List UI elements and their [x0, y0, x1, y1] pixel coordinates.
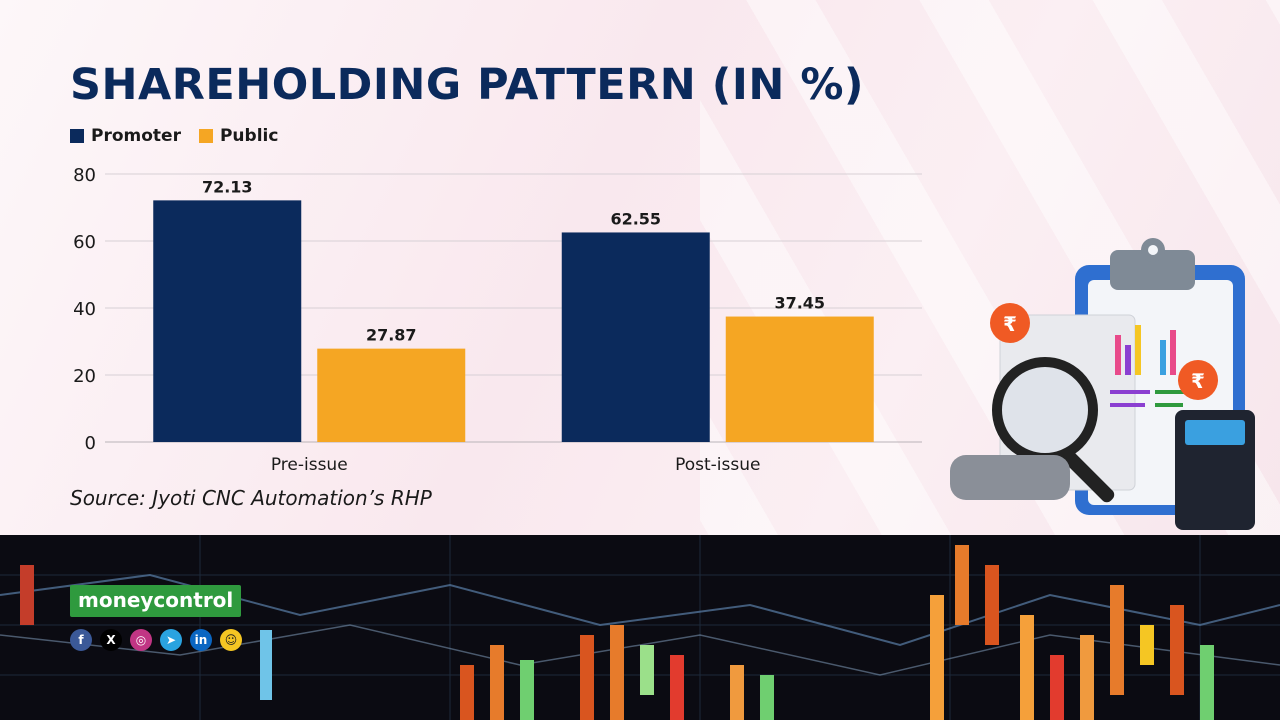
x-icon[interactable]: X [100, 629, 122, 651]
y-tick-label: 0 [85, 433, 96, 454]
data-label: 37.45 [774, 294, 825, 313]
y-tick-label: 40 [73, 299, 96, 320]
snapchat-icon[interactable]: ☺ [220, 629, 242, 651]
svg-text:₹: ₹ [1191, 369, 1205, 393]
y-tick-label: 60 [73, 232, 96, 253]
legend-item-public: Public [198, 126, 279, 146]
facebook-icon[interactable]: f [70, 629, 92, 651]
market-background [0, 535, 1280, 720]
linkedin-icon[interactable]: in [190, 629, 212, 651]
data-label: 27.87 [366, 326, 417, 345]
candlestick-background-icon [0, 535, 1280, 720]
x-tick-label: Post-issue [675, 455, 760, 475]
bar-public-post-issue [725, 316, 874, 442]
legend-swatch-public [198, 129, 213, 143]
bar-promoter-post-issue [561, 232, 710, 442]
data-label: 72.13 [202, 177, 253, 196]
bar-chart: 0 20 40 60 80 72.13 27.87 Pre-issue 62.55 37.45 Po… [73, 165, 922, 475]
x-tick-label: Pre-issue [271, 455, 348, 475]
svg-text:₹: ₹ [1003, 312, 1017, 336]
clipboard-illustration-icon: ₹ ₹ [950, 238, 1255, 530]
instagram-icon[interactable]: ◎ [130, 629, 152, 651]
source-note: Source: Jyoti CNC Automation’s RHP [70, 486, 432, 510]
legend-label-public: Public [219, 126, 279, 146]
y-tick-label: 20 [73, 366, 96, 387]
telegram-icon[interactable]: ➤ [160, 629, 182, 651]
legend-label-promoter: Promoter [91, 126, 181, 146]
bar-promoter-pre-issue [153, 200, 302, 442]
moneycontrol-logo: moneycontrol [70, 585, 242, 617]
chart-legend: Promoter Public [70, 126, 278, 146]
chart-title: SHAREHOLDING PATTERN (IN %) [70, 60, 865, 110]
bar-public-pre-issue [317, 348, 466, 442]
legend-swatch-promoter [70, 129, 84, 143]
legend-item-promoter: Promoter [70, 126, 181, 146]
y-tick-label: 80 [73, 165, 96, 186]
social-links: f X ◎ ➤ in ☺ [70, 629, 242, 651]
data-label: 62.55 [610, 209, 661, 228]
